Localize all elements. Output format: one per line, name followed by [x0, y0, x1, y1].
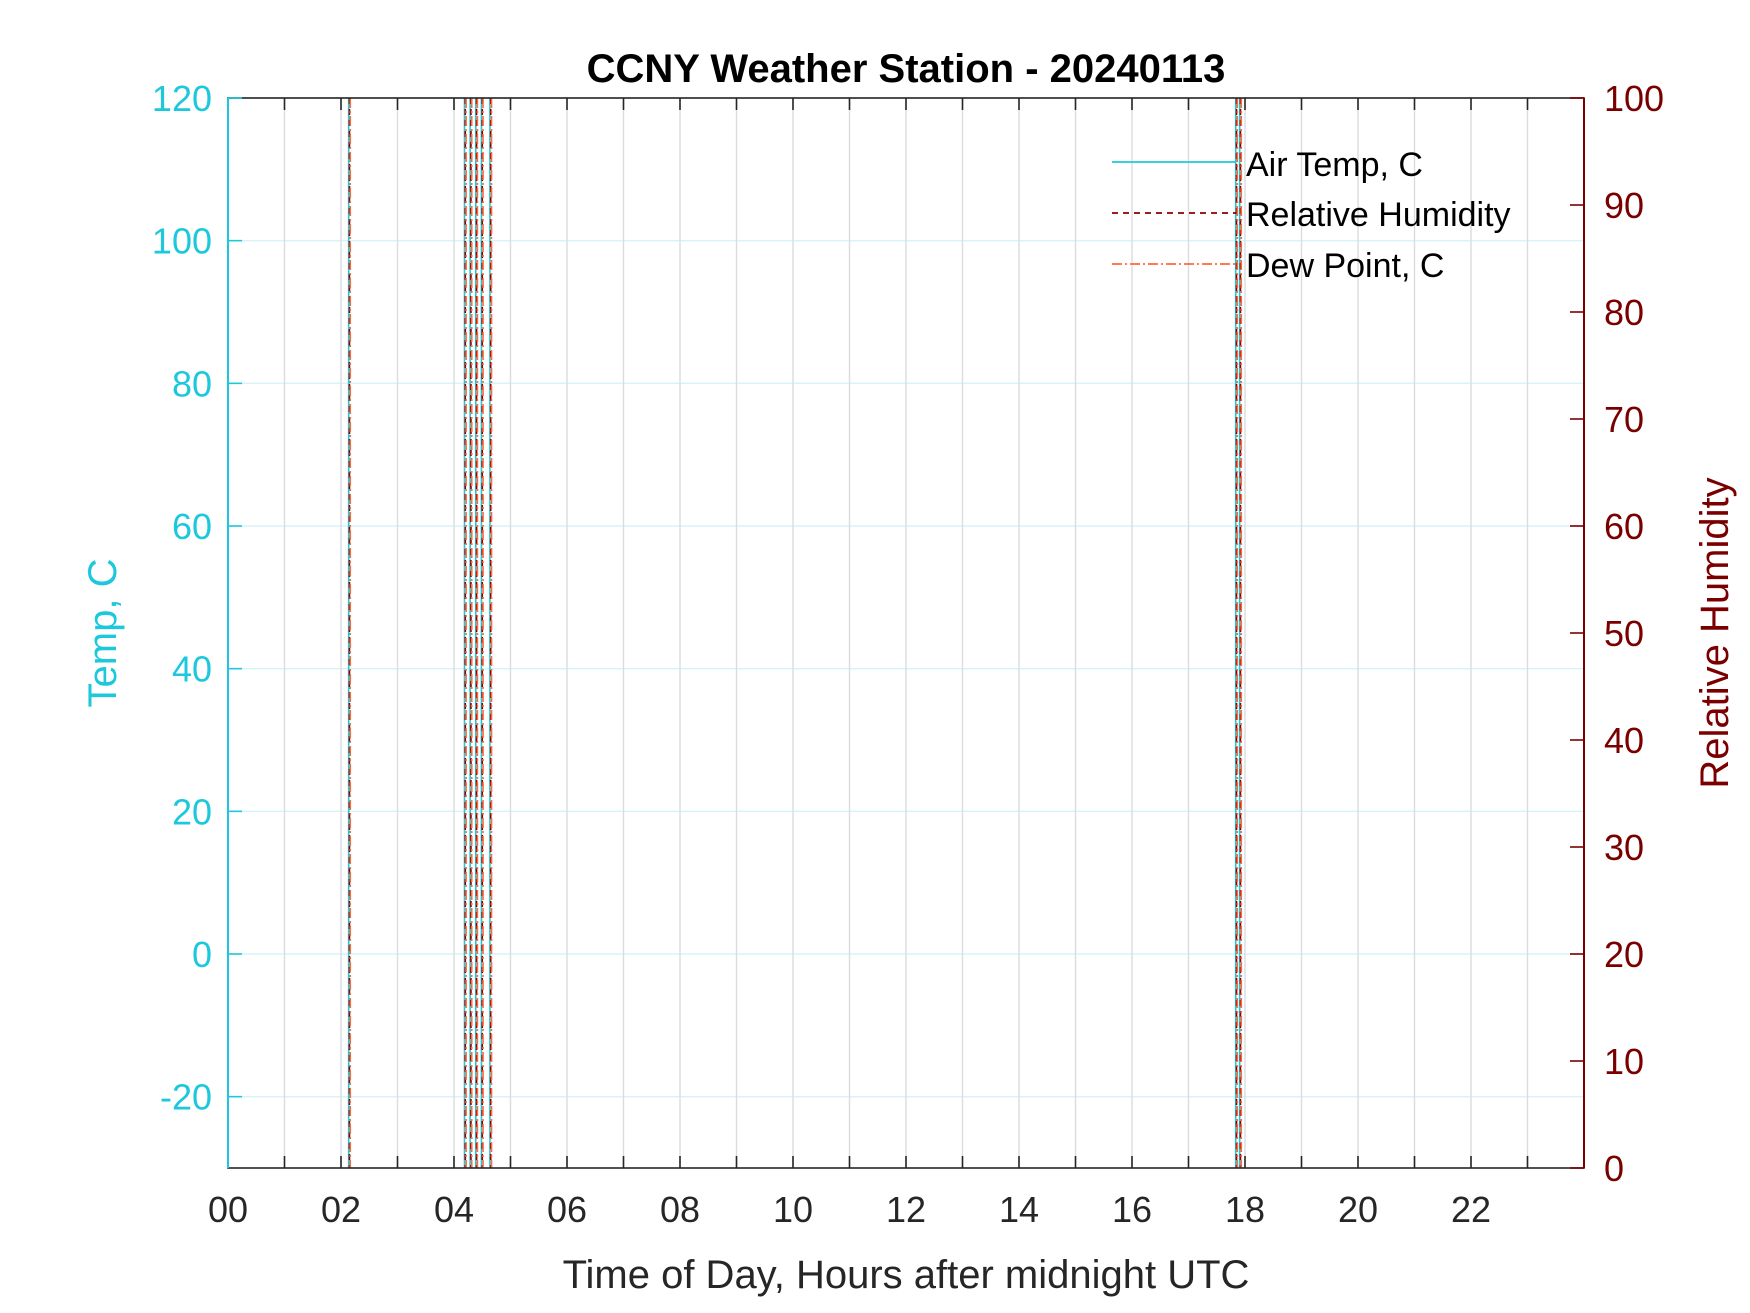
- y-left-tick-label: 0: [192, 934, 212, 975]
- axis-ticks: [228, 97, 1584, 1169]
- x-tick-label: 12: [886, 1189, 926, 1230]
- y-left-tick-label: 120: [152, 78, 212, 119]
- y-right-tick-label: 90: [1604, 185, 1644, 226]
- grid: [228, 97, 1584, 1168]
- series-lines: [347, 98, 1243, 1168]
- x-tick-label: 02: [321, 1189, 361, 1230]
- y-right-tick-label: 70: [1604, 399, 1644, 440]
- x-tick-label: 00: [208, 1189, 248, 1230]
- y-left-tick-label: 60: [172, 506, 212, 547]
- y-left-tick-label: 80: [172, 363, 212, 404]
- x-tick-label: 08: [660, 1189, 700, 1230]
- legend-label-dew-point: Dew Point, C: [1246, 247, 1444, 285]
- y-left-tick-label: 40: [172, 649, 212, 690]
- x-tick-label: 10: [773, 1189, 813, 1230]
- y-right-tick-label: 20: [1604, 934, 1644, 975]
- tick-labels: 00 02 04 06 08 10 12 14 16 18 20 22-200204060801001…: [152, 78, 1664, 1230]
- chart-title: CCNY Weather Station - 20240113: [587, 47, 1226, 91]
- y-left-tick-label: 100: [152, 221, 212, 262]
- legend-label-air-temp: Air Temp, C: [1246, 146, 1423, 184]
- y-left-tick-label: 20: [172, 791, 212, 832]
- y-right-tick-label: 80: [1604, 292, 1644, 333]
- y-axis-label-right: Relative Humidity: [1693, 477, 1737, 788]
- x-tick-label: 22: [1451, 1189, 1491, 1230]
- x-tick-label: 06: [547, 1189, 587, 1230]
- x-tick-label: 20: [1338, 1189, 1378, 1230]
- y-right-tick-label: 0: [1604, 1148, 1624, 1189]
- legend-label-humidity: Relative Humidity: [1246, 196, 1511, 234]
- legend: Air Temp, C Relative Humidity Dew Point,…: [1112, 146, 1511, 285]
- y-right-tick-label: 50: [1604, 613, 1644, 654]
- y-axis-label-left: Temp, C: [81, 559, 125, 708]
- y-right-tick-label: 30: [1604, 827, 1644, 868]
- y-right-tick-label: 60: [1604, 506, 1644, 547]
- x-tick-label: 16: [1112, 1189, 1152, 1230]
- y-right-tick-label: 100: [1604, 78, 1664, 119]
- x-axis-label: Time of Day, Hours after midnight UTC: [563, 1253, 1250, 1297]
- x-tick-label: 14: [999, 1189, 1039, 1230]
- x-tick-label: 18: [1225, 1189, 1265, 1230]
- y-right-tick-label: 40: [1604, 720, 1644, 761]
- x-tick-label: 04: [434, 1189, 474, 1230]
- y-right-tick-label: 10: [1604, 1041, 1644, 1082]
- y-left-tick-label: -20: [160, 1077, 212, 1118]
